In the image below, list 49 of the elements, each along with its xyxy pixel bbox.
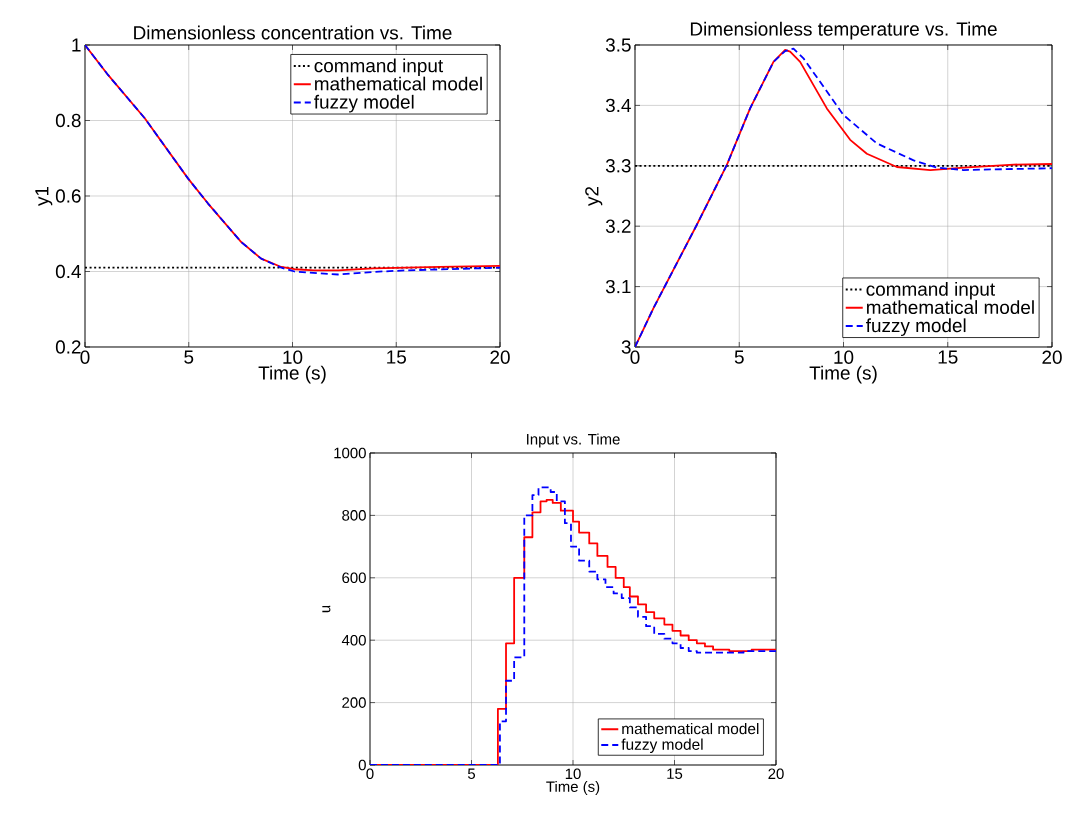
y-tick-label: 3.5 (605, 38, 631, 52)
x-tick-label: 0 (366, 768, 374, 780)
x-axis-title: Time (s) (809, 365, 877, 384)
legend-label: mathematical model (315, 76, 482, 91)
y-tick-label: 800 (342, 510, 366, 521)
chart-title: Input vs. Time (527, 433, 620, 448)
chart-title: Dimensionless concentration vs. Time (134, 25, 452, 40)
y-tick-label: 3.1 (605, 279, 631, 294)
y-tick-label: 3.2 (605, 219, 631, 233)
x-tick-label: 20 (490, 350, 510, 364)
y-axis-title: y2 (585, 186, 603, 206)
y-tick-label: 1000 (334, 447, 366, 459)
x-tick-label: 20 (1042, 350, 1062, 364)
y-tick-label: 0.4 (55, 264, 81, 279)
legend-label: command input (866, 281, 995, 300)
legend-label: mathematical model (866, 300, 1034, 315)
y-tick-label: 600 (342, 572, 366, 584)
y-tick-label: 0.2 (55, 340, 81, 354)
legend-label: mathematical model (622, 722, 759, 735)
y-tick-label: 3.4 (605, 98, 631, 113)
chart-title: Dimensionless temperature vs. Time (690, 21, 997, 40)
legend-label: command input (314, 58, 444, 77)
y-tick-label: 3.3 (605, 159, 631, 173)
y-tick-label: 400 (341, 634, 366, 646)
x-tick-label: 5 (184, 350, 194, 364)
y-tick-label: 200 (342, 697, 366, 708)
y-axis-title: y1 (35, 186, 53, 206)
y-axis-title: u (322, 605, 331, 613)
legend-label: fuzzy model (621, 738, 703, 753)
y-tick-label: 3 (621, 340, 631, 354)
y-tick-label: 1 (72, 38, 81, 52)
y-tick-label: 0.6 (55, 189, 81, 203)
legend-label: fuzzy model (314, 94, 414, 113)
x-tick-label: 5 (734, 350, 744, 364)
x-tick-label: 15 (938, 350, 958, 364)
x-tick-label: 0 (630, 350, 640, 364)
x-tick-label: 20 (768, 768, 784, 780)
x-axis-title: Time (s) (258, 365, 326, 384)
x-tick-label: 5 (467, 768, 476, 779)
legend-label: fuzzy model (866, 318, 966, 336)
x-axis-title: Time (s) (546, 780, 600, 795)
x-tick-label: 15 (667, 768, 683, 779)
x-tick-label: 0 (80, 350, 90, 364)
x-tick-label: 10 (834, 350, 854, 364)
x-tick-label: 10 (565, 768, 581, 780)
x-tick-label: 15 (387, 350, 406, 364)
y-tick-label: 0.8 (55, 113, 81, 128)
x-tick-label: 10 (283, 350, 303, 364)
y-tick-label: 0 (358, 759, 366, 771)
